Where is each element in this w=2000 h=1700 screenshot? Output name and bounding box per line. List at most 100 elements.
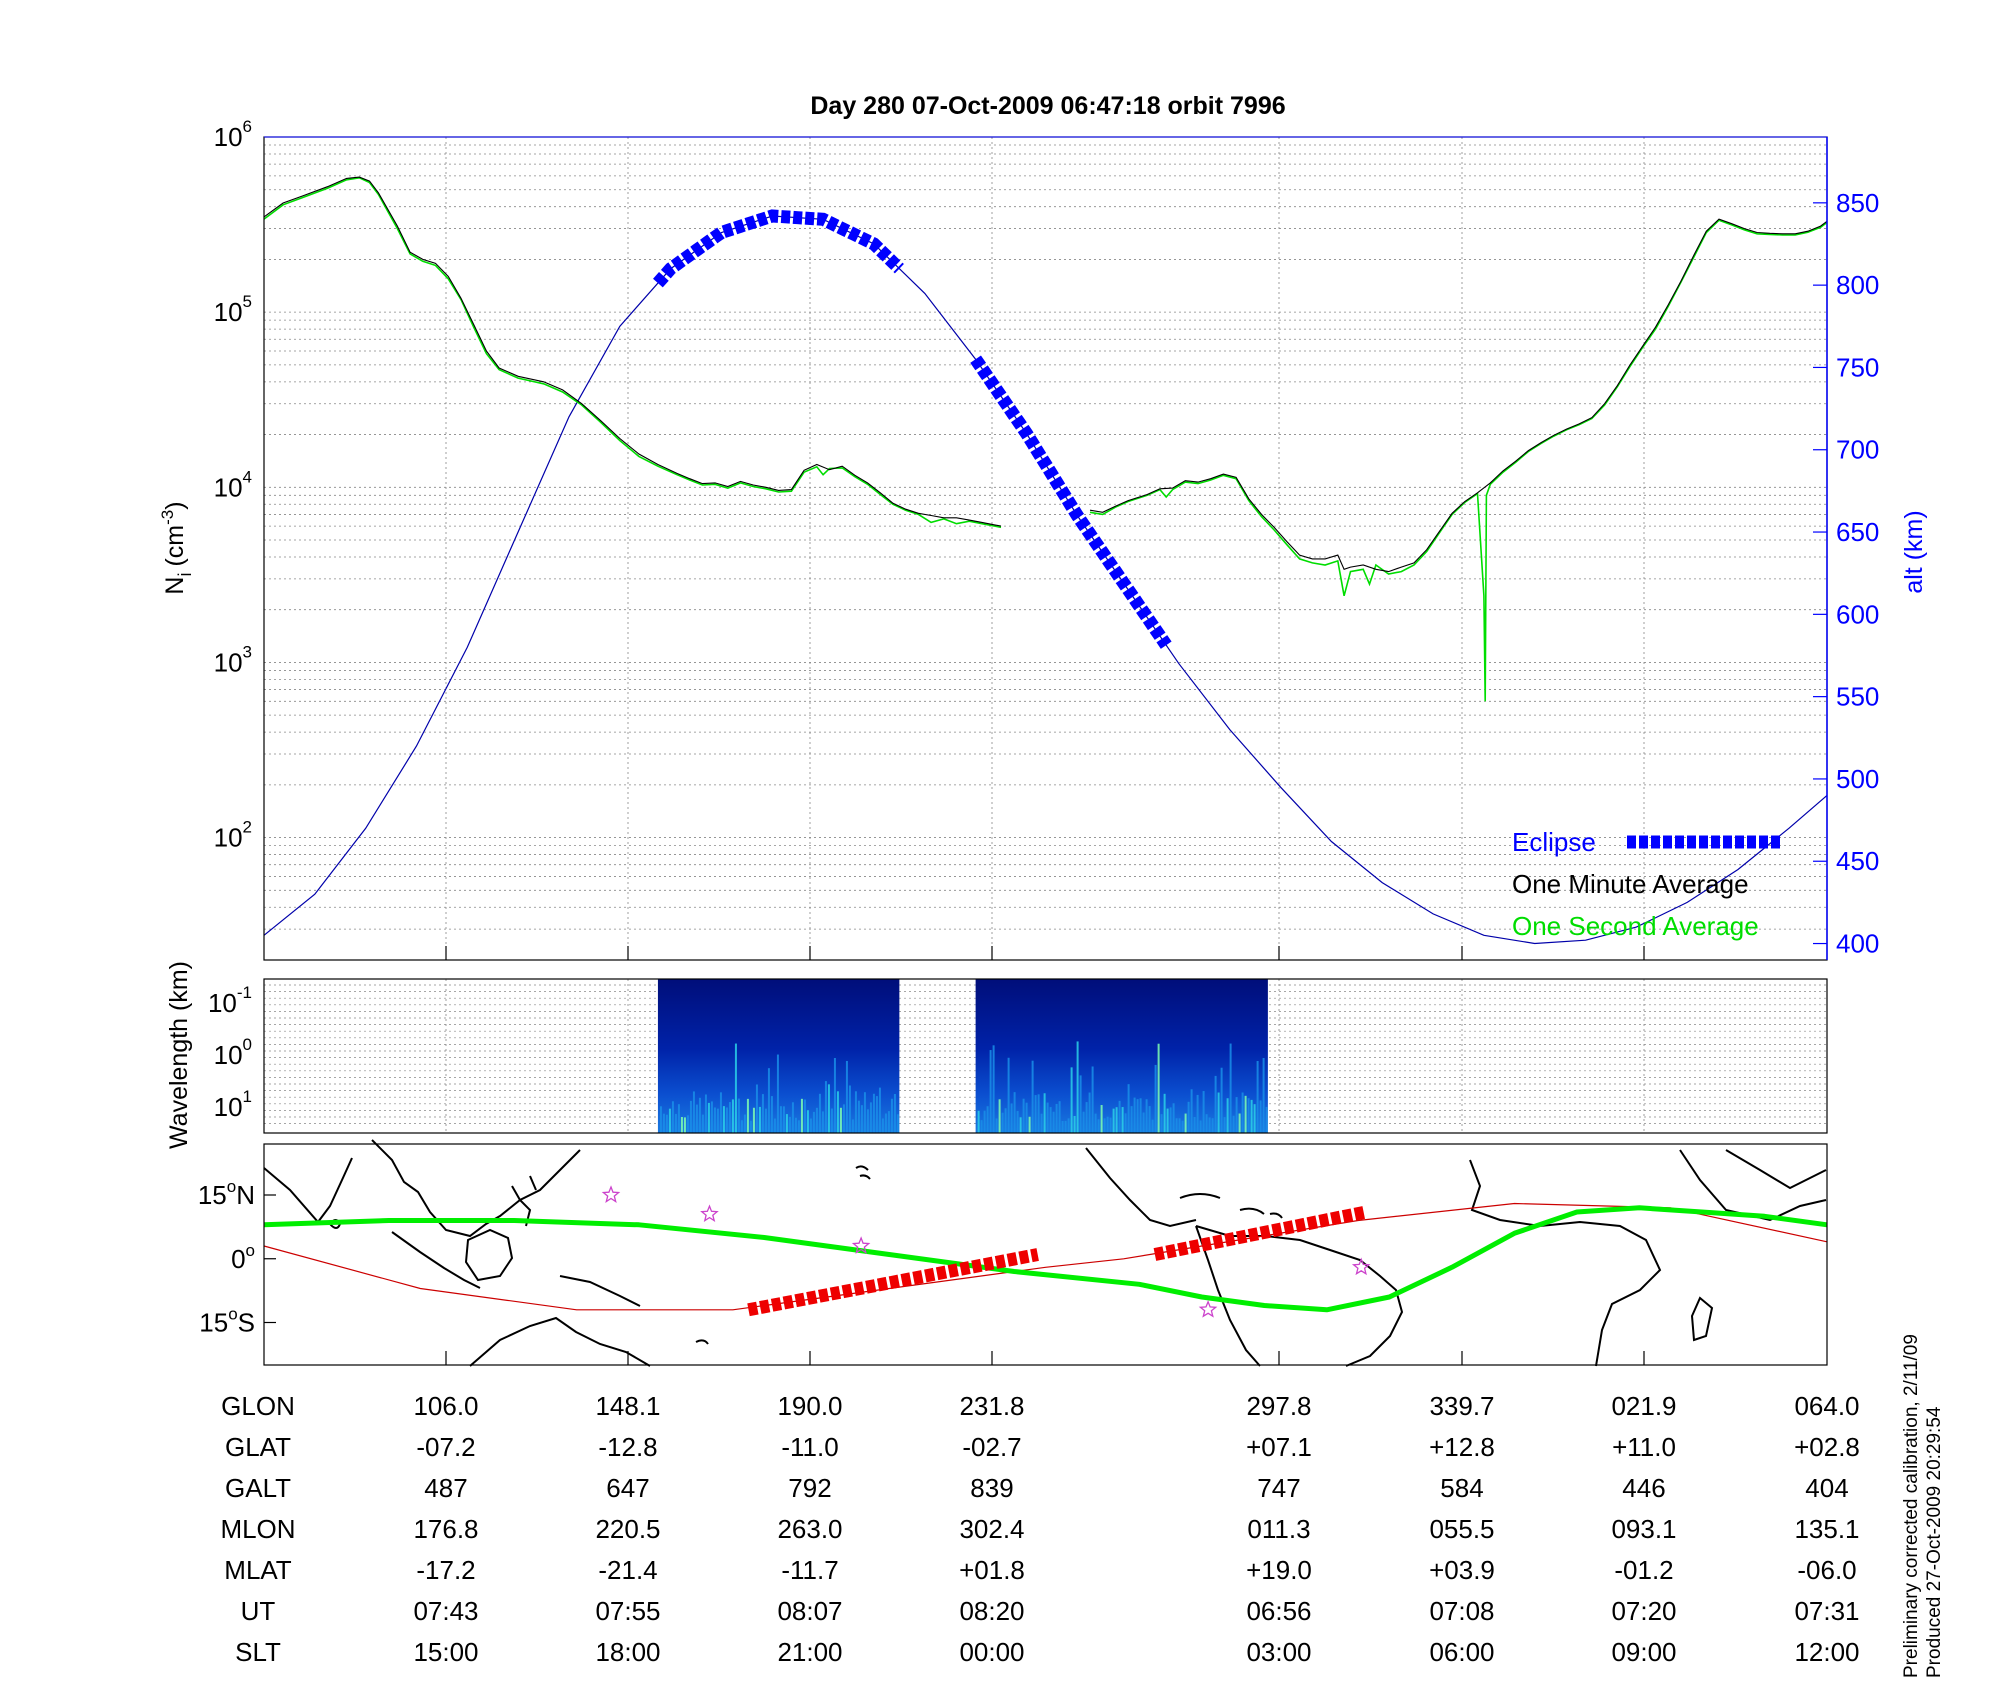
density-tick-label: 106 bbox=[214, 117, 252, 152]
spectrogram-streak bbox=[740, 1120, 743, 1133]
table-cell: 792 bbox=[788, 1473, 831, 1503]
table-row-label: MLON bbox=[220, 1514, 295, 1544]
eclipse-track-marker bbox=[1153, 1205, 1368, 1261]
spectrogram-streak bbox=[1100, 1105, 1103, 1133]
spectrogram-streak bbox=[1049, 1107, 1052, 1133]
table-cell: 446 bbox=[1622, 1473, 1665, 1503]
footnote-calibration: Preliminary corrected calibration, 2/11/… bbox=[1901, 1334, 1922, 1678]
spectrogram-streak bbox=[743, 1114, 746, 1133]
spectrogram-streak bbox=[1181, 1120, 1184, 1133]
spectrogram-streak bbox=[1079, 1075, 1082, 1133]
spectrogram-streak bbox=[1109, 1117, 1112, 1133]
eclipse-marker bbox=[653, 209, 904, 288]
density-tick-label: 104 bbox=[214, 467, 252, 502]
star-marker bbox=[601, 1185, 621, 1203]
table-cell: 00:00 bbox=[959, 1637, 1024, 1667]
spectrogram-streak bbox=[1232, 1115, 1235, 1133]
spectrogram-streak bbox=[992, 1045, 995, 1133]
table-cell: +07.1 bbox=[1246, 1432, 1312, 1462]
table-cell: -17.2 bbox=[416, 1555, 475, 1585]
latitude-tick-label: 15oN bbox=[198, 1177, 255, 1210]
spectrogram-streak bbox=[836, 1091, 839, 1133]
spectrogram-streak bbox=[1169, 1107, 1172, 1133]
spectrogram-streak bbox=[1142, 1112, 1145, 1133]
table-cell: 135.1 bbox=[1794, 1514, 1859, 1544]
spectrogram-streak bbox=[1001, 1112, 1004, 1133]
spectrogram-streak bbox=[1145, 1099, 1148, 1133]
map-frame bbox=[263, 1143, 1828, 1366]
spectrogram-streak bbox=[1118, 1100, 1121, 1133]
one-second-average-line bbox=[263, 176, 1002, 529]
wavelength-tick-label: 100 bbox=[214, 1035, 252, 1070]
spectrogram-streak bbox=[980, 1120, 983, 1133]
coastline-africa bbox=[1469, 1149, 1827, 1367]
density-axis-unit: (cm bbox=[161, 525, 189, 567]
density-tick-base: 10 bbox=[214, 823, 243, 853]
spectrogram-streak bbox=[1127, 1084, 1130, 1133]
spectrogram-streak bbox=[809, 1118, 812, 1133]
spectrogram-streak bbox=[875, 1096, 878, 1133]
spectrogram-streak bbox=[1223, 1117, 1226, 1133]
coastline-pacific-islands bbox=[695, 1165, 871, 1345]
spectrogram-streak bbox=[1253, 1104, 1256, 1133]
spectrogram-streak bbox=[995, 1118, 998, 1133]
table-cell: 263.0 bbox=[777, 1514, 842, 1544]
spectrogram-streak bbox=[1250, 1099, 1253, 1133]
table-row-label: GALT bbox=[225, 1473, 291, 1503]
density-tick-base: 10 bbox=[214, 472, 243, 502]
spectrogram-streak bbox=[1157, 1043, 1160, 1133]
spectrogram-streak bbox=[722, 1106, 725, 1133]
spectrogram-streak bbox=[1151, 1119, 1154, 1133]
spectrogram-streak bbox=[680, 1116, 683, 1133]
density-tick-base: 10 bbox=[214, 122, 243, 152]
spectrogram-streak bbox=[746, 1098, 749, 1133]
latitude-tick-label: 15oS bbox=[199, 1305, 255, 1338]
footnote: Preliminary corrected calibration, 2/11/… bbox=[1901, 1334, 1945, 1678]
coastline-australia bbox=[469, 1316, 651, 1367]
spectrogram-streak bbox=[794, 1117, 797, 1133]
spectrogram-streak bbox=[752, 1107, 755, 1133]
one-minute-average-line bbox=[1089, 218, 1828, 573]
spectrogram-streak bbox=[854, 1091, 857, 1133]
spectrogram-streak bbox=[707, 1102, 710, 1133]
map-plot bbox=[263, 1185, 1828, 1318]
wavelength-tick-label: 10-1 bbox=[208, 983, 252, 1018]
spectrogram-streak bbox=[671, 1101, 674, 1133]
spectrogram-streak bbox=[758, 1106, 761, 1133]
spectrogram-streak bbox=[815, 1107, 818, 1133]
latitude-tick-hemisphere: S bbox=[238, 1308, 255, 1338]
altitude-tick-label: 600 bbox=[1836, 599, 1879, 629]
spectrogram-streak bbox=[1163, 1093, 1166, 1133]
spectrogram-streak bbox=[1235, 1097, 1238, 1133]
table-cell: -06.0 bbox=[1797, 1555, 1856, 1585]
table-cell: 07:43 bbox=[413, 1596, 478, 1626]
table-cell: 297.8 bbox=[1246, 1391, 1311, 1421]
spectrogram-streak bbox=[1214, 1075, 1217, 1133]
spectrogram-streak bbox=[704, 1094, 707, 1133]
spectrogram-streak bbox=[1085, 1102, 1088, 1133]
altitude-tick-label: 750 bbox=[1836, 352, 1879, 382]
spectrogram-streak bbox=[659, 1106, 662, 1133]
altitude-tick-label: 450 bbox=[1836, 846, 1879, 876]
orbit-parameter-table: GLON GLAT GALT MLON MLAT UT SLT 106.0 -07.2 487 17… bbox=[220, 1391, 1859, 1667]
spectrogram-streak bbox=[1004, 1108, 1007, 1133]
density-axis-unit-close: ) bbox=[161, 501, 189, 509]
spectrogram-streak bbox=[1061, 1120, 1064, 1133]
density-tick-base: 10 bbox=[214, 647, 243, 677]
table-cell: 07:08 bbox=[1429, 1596, 1494, 1626]
coastline-new-guinea bbox=[559, 1275, 641, 1307]
table-cell: -12.8 bbox=[598, 1432, 657, 1462]
spectrogram-streak bbox=[779, 1106, 782, 1133]
density-tick-label: 102 bbox=[214, 818, 252, 853]
wavelength-tick-base: 10 bbox=[208, 988, 237, 1018]
spectrogram-streak bbox=[1007, 1057, 1010, 1133]
spectrogram-streak bbox=[1094, 1113, 1097, 1133]
wavelength-tick-label: 101 bbox=[214, 1087, 252, 1122]
table-cell: 339.7 bbox=[1429, 1391, 1494, 1421]
spectrogram-streak bbox=[848, 1085, 851, 1133]
spectrogram-streak bbox=[686, 1115, 689, 1133]
spectrogram-streak bbox=[1184, 1113, 1187, 1133]
spectrogram-streak bbox=[1190, 1089, 1193, 1133]
